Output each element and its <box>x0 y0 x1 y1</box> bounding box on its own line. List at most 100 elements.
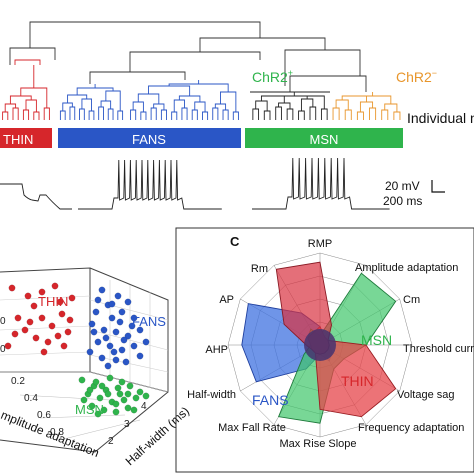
scatter-point-thin <box>32 334 40 342</box>
scatter-point-msn <box>130 406 138 414</box>
scatter-point-fans <box>142 338 150 346</box>
dendrogram-link <box>43 107 50 120</box>
scatter-point-thin <box>4 342 12 350</box>
scatter-point-msn <box>142 392 150 400</box>
dendrogram-link <box>289 75 367 92</box>
dendrogram-link <box>356 111 364 120</box>
dendrogram-link <box>359 101 374 112</box>
scatter-point-fans <box>94 296 102 304</box>
dendrogram-link <box>300 98 314 111</box>
dendrogram-link <box>33 111 40 120</box>
scatter-point-thin <box>30 302 38 310</box>
scatter-point-msn <box>116 390 124 398</box>
dendrogram-link <box>69 106 76 120</box>
radar-axis-label: Half-width <box>187 389 236 401</box>
dendrogram-link <box>160 109 167 120</box>
individual-label: Individual n <box>407 110 474 126</box>
scale-ms-label: 200 ms <box>383 194 422 208</box>
y-tick-3: 0.6 <box>37 410 51 421</box>
scatter-point-fans <box>130 314 138 322</box>
scatter-point-thin <box>38 314 46 322</box>
dendrogram-link <box>9 47 56 65</box>
panel-c: C RMP Amplitude adaptation Cm Threshold cur… <box>175 227 474 473</box>
scatter-point-fans <box>112 328 120 336</box>
cluster-label-thin: THIN <box>38 294 68 309</box>
radar-axis-label: AHP <box>205 344 228 356</box>
scatter-point-msn <box>98 382 106 390</box>
dendrogram-link <box>178 95 201 102</box>
dendrogram-root <box>29 21 261 48</box>
dendrogram-link <box>335 99 349 110</box>
radar-axis-label: Cm <box>403 294 420 306</box>
dendrogram-link <box>132 101 144 112</box>
scatter-point-thin <box>21 326 29 334</box>
dendrogram-link <box>2 111 9 120</box>
panel-c-letter: C <box>230 234 240 249</box>
scatter-point-fans <box>98 286 106 294</box>
msn-bar-label: MSN <box>310 132 339 147</box>
z-tick-2: 0 <box>0 344 6 355</box>
dendrogram-link <box>140 111 147 120</box>
radar-axis-label: Frequency adaptation <box>358 422 464 434</box>
radar-label-fans: FANS <box>252 392 289 408</box>
scatter-point-thin <box>8 284 16 292</box>
dendrogram-link <box>354 95 392 104</box>
dendrogram-link <box>100 100 112 109</box>
scatter-point-fans <box>118 346 126 354</box>
dendrogram-link <box>181 107 188 120</box>
scatter-point-thin <box>14 314 22 322</box>
x-tick-3: 4 <box>141 401 147 412</box>
scatter-point-fans <box>102 334 110 342</box>
scatter-point-thin <box>44 338 52 346</box>
chr2-plus-label: ChR2+ <box>252 68 293 85</box>
dendrogram-link <box>88 110 95 120</box>
x-tick-2: 3 <box>124 419 130 430</box>
fans-bar <box>58 128 241 148</box>
dendrogram-link <box>20 87 48 108</box>
dendrogram-link <box>298 110 305 120</box>
scatter-floor-edge <box>0 391 169 453</box>
scatter-point-msn <box>86 386 94 394</box>
dendrogram-link <box>286 108 294 120</box>
x-tick-1: 2 <box>108 436 114 447</box>
scatter-point-fans <box>106 342 114 350</box>
thin-bar-label: THIN <box>3 132 33 147</box>
scatter-point-thin <box>40 348 48 356</box>
radar-axis-label: Max Rise Slope <box>279 438 356 450</box>
scatter-point-msn <box>112 400 120 408</box>
scatter-point-msn <box>136 388 144 396</box>
scatter-point-fans <box>136 352 144 360</box>
dendrogram-link <box>89 71 186 84</box>
scatter-point-msn <box>114 384 122 392</box>
radar-axis-label: Threshold current <box>403 343 474 355</box>
scatter-point-fans <box>120 336 128 344</box>
scatter-point-msn <box>94 410 102 418</box>
dendrogram-link <box>369 107 377 120</box>
scatter-point-msn <box>96 394 104 402</box>
scatter-point-msn <box>88 402 96 410</box>
dendrogram-link <box>220 91 237 112</box>
dendrogram-link <box>194 101 206 112</box>
scatter-point-thin <box>26 318 34 326</box>
voltage-traces <box>0 157 445 210</box>
msn-trace <box>252 157 390 210</box>
dendrogram-link <box>129 51 261 72</box>
scatter-point-thin <box>11 330 19 338</box>
scatter-point-fans <box>108 300 116 308</box>
dendrogram-link <box>284 49 361 86</box>
dendrogram-link <box>384 103 398 112</box>
dendrogram-link <box>79 108 85 120</box>
scatter-point-thin <box>68 294 76 302</box>
dendrogram-link <box>153 103 165 110</box>
scatter-point-msn <box>80 396 88 404</box>
scatter-point-thin <box>60 342 68 350</box>
scatter-point-thin <box>48 322 56 330</box>
dendrogram-link <box>173 99 185 112</box>
dendrogram-link <box>130 109 137 120</box>
dendrogram-link <box>222 109 229 120</box>
scatter-points <box>4 282 150 418</box>
scatter-point-fans <box>92 308 100 316</box>
scatter-point-fans <box>124 298 132 306</box>
cluster-label-msn: MSN <box>75 402 104 417</box>
scatter-point-thin <box>38 288 46 296</box>
